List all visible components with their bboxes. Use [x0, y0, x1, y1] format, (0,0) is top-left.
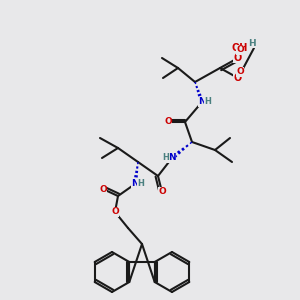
Text: N: N	[198, 98, 206, 106]
Text: O: O	[111, 208, 119, 217]
Text: O: O	[164, 118, 172, 127]
Text: O: O	[99, 184, 107, 194]
Text: O: O	[234, 53, 242, 63]
Text: H: H	[248, 38, 256, 47]
Text: N: N	[131, 179, 139, 188]
Text: H: H	[205, 98, 212, 106]
Text: H: H	[138, 179, 144, 188]
Text: O: O	[236, 46, 244, 55]
Text: H: H	[163, 154, 170, 163]
Text: O: O	[234, 73, 242, 83]
Text: N: N	[168, 154, 176, 163]
Text: OH: OH	[232, 43, 248, 53]
Text: O: O	[236, 68, 244, 76]
Text: O: O	[158, 188, 166, 196]
